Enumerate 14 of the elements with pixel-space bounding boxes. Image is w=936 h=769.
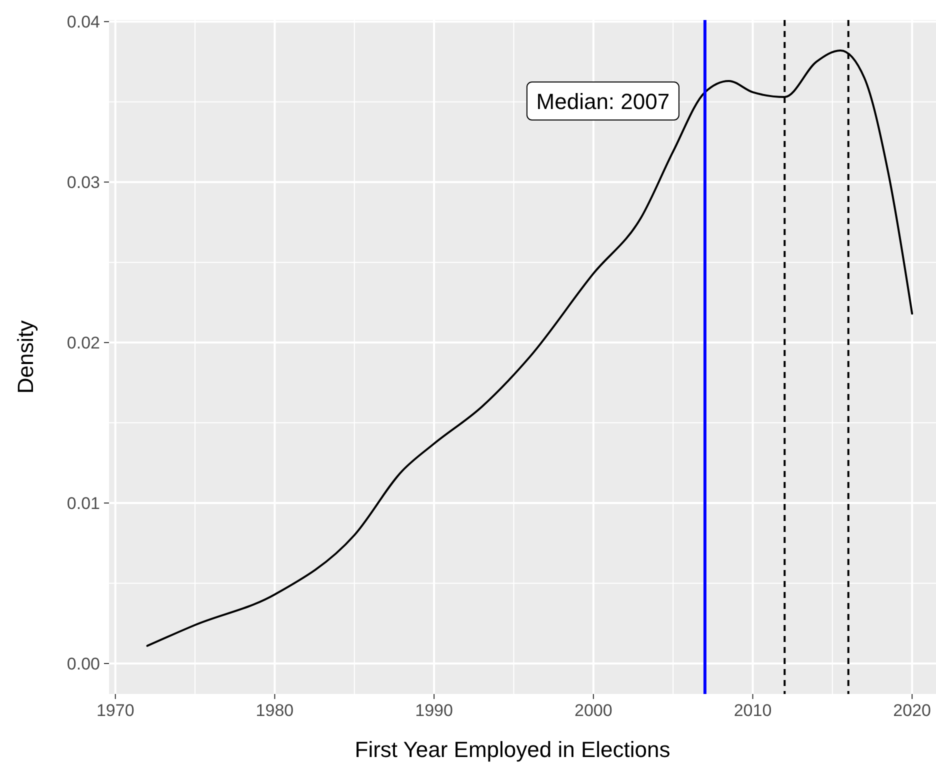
x-tick-label: 1990 [415,701,453,720]
y-tick-label: 0.01 [66,494,100,514]
y-tick-label: 0.00 [66,654,100,674]
x-tick-label: 2020 [893,701,932,720]
x-axis-title: First Year Employed in Elections [354,737,670,762]
y-tick-label: 0.04 [66,12,100,32]
y-axis-title: Density [13,320,38,394]
x-tick-label: 1980 [256,701,294,720]
annotation: Median: 2007 [536,89,670,114]
y-tick-label: 0.02 [66,334,100,353]
x-tick-label: 2000 [574,701,612,720]
y-tick-label: 0.03 [66,173,100,192]
x-tick-label: 1970 [96,701,134,720]
x-tick-label: 2010 [734,701,772,720]
